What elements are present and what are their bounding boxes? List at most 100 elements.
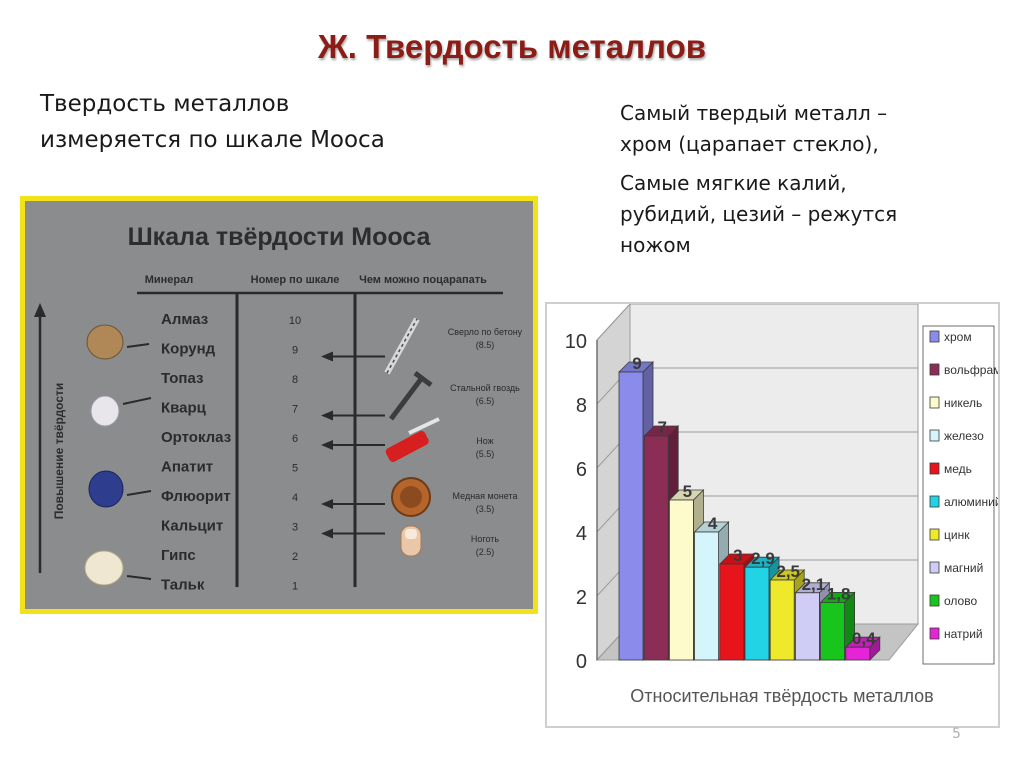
mohs-scale-svg: Шкала твёрдости Мооса Минерал Номер по ш…	[34, 223, 523, 594]
bar-value-label: 2,5	[776, 562, 800, 581]
arrow-left-icon	[321, 410, 333, 421]
tool-name: Медная монета	[453, 491, 518, 501]
bar-front	[769, 579, 795, 661]
legend-swatch	[929, 561, 940, 574]
right-text-paragraph-1: Самый твердый металл – хром (царапает ст…	[620, 101, 888, 156]
legend-label: цинк	[944, 528, 970, 542]
tool-value: (8.5)	[476, 340, 495, 350]
scale-number: 9	[292, 345, 298, 357]
chart-legend-items: хром вольфрам никель железо медь алюминий цинк…	[929, 330, 1002, 641]
mineral-pointer	[126, 343, 150, 348]
scale-number: 1	[292, 581, 298, 593]
tool-value: (6.5)	[476, 396, 495, 406]
y-tick-label: 6	[576, 459, 587, 481]
bar-value-label: 4	[708, 514, 718, 533]
y-tick-label: 4	[576, 523, 587, 545]
scratch-arrows	[321, 351, 385, 539]
scale-number: 3	[292, 522, 298, 534]
tool-name: Сверло по бетону	[448, 327, 523, 337]
legend-swatch	[929, 396, 940, 409]
left-text-block: Твердость металлов измеряется по шкале М…	[40, 86, 385, 158]
legend-label: олово	[944, 594, 977, 608]
bar-value-label: 9	[632, 354, 641, 373]
legend-swatch	[929, 462, 940, 475]
bar-value-label: 0,4	[852, 629, 876, 648]
mineral-name: Апатит	[161, 459, 213, 476]
mineral-name: Кварц	[161, 400, 207, 417]
mineral-name: Алмаз	[161, 311, 208, 328]
chart-y-ticks: 0 2 4 6 8 10	[565, 331, 598, 673]
legend-swatch	[929, 528, 940, 541]
mineral-name: Топаз	[161, 370, 203, 387]
scale-number: 10	[289, 315, 301, 327]
chart-legend	[922, 325, 995, 665]
scale-number: 6	[292, 433, 298, 445]
mineral-name: Флюорит	[161, 488, 231, 505]
right-text-paragraph-2: Самые мягкие калий, рубидий, цезий – реж…	[620, 171, 898, 257]
chart-title: Относительная твёрдость металлов	[630, 686, 933, 706]
bar-value-label: 3	[733, 546, 742, 565]
bar-value-label: 5	[683, 482, 692, 501]
bar-front	[845, 646, 871, 661]
quartz-crystal-icon	[90, 395, 120, 427]
legend-swatch	[929, 627, 940, 640]
scale-number: 5	[292, 463, 298, 475]
nail-icon	[389, 371, 433, 421]
fluorite-crystal-icon	[88, 470, 124, 508]
legend-swatch	[929, 429, 940, 442]
legend-label: алюминий	[944, 495, 998, 509]
talc-rock-icon	[84, 550, 124, 586]
page-number: 5	[952, 726, 961, 742]
bar-value-label: 2,9	[751, 549, 775, 568]
bar-front	[669, 499, 694, 661]
legend-label: медь	[944, 462, 972, 476]
legend-swatch	[929, 495, 940, 508]
header-scratch: Чем можно поцарапать	[359, 274, 487, 286]
metal-hardness-chart: 0 2 4 6 8 10 9 7 5 4 3 2,9 2,5 2,1 1,8 0,4 хром вольфра…	[545, 302, 1002, 728]
bar: 0,4	[844, 629, 881, 661]
left-text-line: Твердость металлов	[40, 91, 290, 117]
bar: 1,8	[819, 584, 856, 661]
bar: 7	[643, 418, 680, 661]
mineral-name: Корунд	[161, 341, 216, 358]
arrow-left-icon	[321, 499, 333, 509]
bar-value-label: 7	[657, 418, 666, 437]
arrow-left-icon	[321, 528, 333, 539]
bar-value-label: 2,1	[802, 575, 826, 594]
mineral-name: Тальк	[161, 577, 205, 594]
scale-number: 7	[292, 404, 298, 416]
y-tick-label: 2	[576, 587, 587, 609]
chart-bars: 9 7 543 2,92,52,11,8 0,4	[618, 354, 881, 661]
mineral-name: Кальцит	[161, 518, 223, 535]
scale-number: 4	[292, 492, 298, 504]
bar-front	[643, 435, 669, 661]
scale-number: 2	[292, 551, 298, 563]
tool-value: (3.5)	[476, 504, 495, 514]
bar-front	[794, 592, 820, 661]
header-number: Номер по шкале	[251, 274, 340, 286]
mineral-name: Гипс	[161, 547, 196, 564]
arrow-left-icon	[321, 440, 333, 450]
tool-name: Стальной гвоздь	[450, 383, 520, 393]
bar-front	[744, 566, 770, 661]
bar-front	[820, 601, 846, 661]
legend-label: хром	[944, 330, 972, 344]
right-text-block: Самый твердый металл – хром (царапает ст…	[620, 98, 897, 269]
scale-number: 8	[292, 374, 298, 386]
mohs-rows: Алмаз 10 Корунд 9 Топаз 8 Кварц 7 Ортоклаз 6 Апати…	[161, 311, 301, 594]
fingernail-icon	[400, 525, 422, 557]
legend-label: магний	[944, 561, 983, 575]
arrow-left-icon	[321, 351, 333, 362]
y-tick-label: 8	[576, 395, 587, 417]
grid-line	[596, 303, 918, 341]
mineral-name: Ортоклаз	[161, 429, 231, 446]
mineral-pointer	[126, 575, 152, 580]
tool-value: (2.5)	[476, 547, 495, 557]
legend-label: никель	[944, 396, 982, 410]
y-tick-label: 0	[576, 651, 587, 673]
bar-front	[719, 563, 745, 661]
legend-label: железо	[944, 429, 984, 443]
mineral-pointer	[122, 397, 152, 405]
legend-swatch	[929, 330, 940, 343]
